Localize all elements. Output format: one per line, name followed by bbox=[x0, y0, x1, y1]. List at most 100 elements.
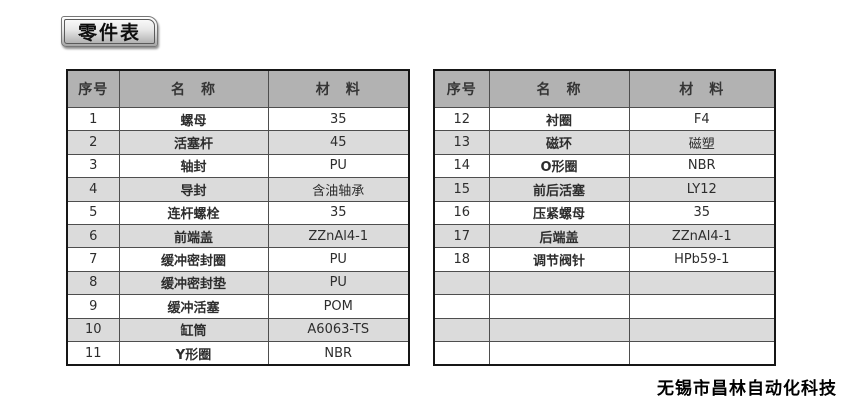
table-row: 18 调节阀针 HPb59-1 bbox=[433, 247, 776, 272]
cell-name bbox=[488, 294, 630, 319]
cell-index: 3 bbox=[66, 153, 120, 179]
cell-material: NBR bbox=[267, 340, 410, 366]
cell-name: 缓冲密封圈 bbox=[118, 247, 269, 272]
table-row: 6 前端盖 ZZnAl4-1 bbox=[66, 223, 410, 249]
table-row: 9 缓冲活塞 POM bbox=[66, 294, 410, 319]
cell-index: 4 bbox=[66, 177, 120, 202]
cell-index bbox=[433, 340, 490, 366]
cell-name: 缓冲密封垫 bbox=[118, 270, 269, 296]
cell-index: 16 bbox=[433, 200, 490, 225]
cell-name: 调节阀针 bbox=[488, 247, 630, 272]
cell-index: 14 bbox=[433, 153, 490, 179]
cell-index: 8 bbox=[66, 270, 120, 296]
cell-index bbox=[433, 294, 490, 319]
table-row: 2 活塞杆 45 bbox=[66, 130, 410, 155]
cell-name: 轴封 bbox=[118, 153, 269, 179]
cell-material: 45 bbox=[267, 130, 410, 155]
table-row: 4 导封 含油轴承 bbox=[66, 177, 410, 202]
cell-material: PU bbox=[267, 270, 410, 296]
column-header-material: 材 料 bbox=[628, 69, 776, 108]
cell-name bbox=[488, 317, 630, 342]
column-header-index: 序号 bbox=[433, 69, 490, 108]
cell-index: 11 bbox=[66, 340, 120, 366]
column-header-name: 名 称 bbox=[118, 69, 269, 108]
cell-material: PU bbox=[267, 153, 410, 179]
table-row-empty bbox=[433, 270, 776, 296]
parts-table-right: 序号 名 称 材 料 12 衬圈 F4 13 磁环 磁塑 14 O形圈 NBR 15 前后活塞… bbox=[433, 69, 776, 367]
table-row: 10 缸筒 A6063-TS bbox=[66, 317, 410, 342]
parts-list-title-plaque: 零件表 bbox=[61, 16, 158, 47]
table-row: 14 O形圈 NBR bbox=[433, 153, 776, 179]
table-row: 15 前后活塞 LY12 bbox=[433, 177, 776, 202]
cell-material bbox=[628, 317, 776, 342]
cell-name bbox=[488, 270, 630, 296]
cell-index bbox=[433, 270, 490, 296]
cell-material bbox=[628, 294, 776, 319]
cell-material: 磁塑 bbox=[628, 130, 776, 155]
table-row: 7 缓冲密封圈 PU bbox=[66, 247, 410, 272]
cell-index bbox=[433, 317, 490, 342]
cell-index: 10 bbox=[66, 317, 120, 342]
column-header-material: 材 料 bbox=[267, 69, 410, 108]
cell-index: 15 bbox=[433, 177, 490, 202]
cell-material: PU bbox=[267, 247, 410, 272]
table-header-row: 序号 名 称 材 料 bbox=[433, 69, 776, 108]
cell-name: 前后活塞 bbox=[488, 177, 630, 202]
cell-material: LY12 bbox=[628, 177, 776, 202]
parts-list-title: 零件表 bbox=[64, 19, 155, 44]
cell-name bbox=[488, 340, 630, 366]
column-header-name: 名 称 bbox=[488, 69, 630, 108]
cell-index: 1 bbox=[66, 106, 120, 132]
cell-material: F4 bbox=[628, 106, 776, 132]
cell-name: 缸筒 bbox=[118, 317, 269, 342]
cell-name: 衬圈 bbox=[488, 106, 630, 132]
cell-material: 含油轴承 bbox=[267, 177, 410, 202]
cell-index: 9 bbox=[66, 294, 120, 319]
cell-name: 后端盖 bbox=[488, 223, 630, 249]
cell-material bbox=[628, 340, 776, 366]
table-header-row: 序号 名 称 材 料 bbox=[66, 69, 410, 108]
cell-material: ZZnAl4-1 bbox=[628, 223, 776, 249]
cell-material bbox=[628, 270, 776, 296]
table-row-empty bbox=[433, 340, 776, 366]
table-row: 16 压紧螺母 35 bbox=[433, 200, 776, 225]
cell-material: A6063-TS bbox=[267, 317, 410, 342]
cell-index: 5 bbox=[66, 200, 120, 225]
cell-index: 18 bbox=[433, 247, 490, 272]
cell-name: 前端盖 bbox=[118, 223, 269, 249]
cell-name: 螺母 bbox=[118, 106, 269, 132]
cell-name: 活塞杆 bbox=[118, 130, 269, 155]
cell-name: 压紧螺母 bbox=[488, 200, 630, 225]
cell-name: Y形圈 bbox=[118, 340, 269, 366]
cell-material: 35 bbox=[628, 200, 776, 225]
table-row: 1 螺母 35 bbox=[66, 106, 410, 132]
company-watermark: 无锡市昌林自动化科技 bbox=[657, 379, 837, 399]
cell-name: 导封 bbox=[118, 177, 269, 202]
cell-material: NBR bbox=[628, 153, 776, 179]
cell-material: 35 bbox=[267, 106, 410, 132]
cell-name: 连杆螺栓 bbox=[118, 200, 269, 225]
cell-name: 磁环 bbox=[488, 130, 630, 155]
table-row: 11 Y形圈 NBR bbox=[66, 340, 410, 366]
cell-index: 7 bbox=[66, 247, 120, 272]
cell-material: HPb59-1 bbox=[628, 247, 776, 272]
cell-index: 13 bbox=[433, 130, 490, 155]
column-header-index: 序号 bbox=[66, 69, 120, 108]
cell-material: POM bbox=[267, 294, 410, 319]
cell-name: O形圈 bbox=[488, 153, 630, 179]
cell-index: 17 bbox=[433, 223, 490, 249]
table-row: 3 轴封 PU bbox=[66, 153, 410, 179]
cell-name: 缓冲活塞 bbox=[118, 294, 269, 319]
table-row-empty bbox=[433, 294, 776, 319]
table-row: 13 磁环 磁塑 bbox=[433, 130, 776, 155]
cell-material: 35 bbox=[267, 200, 410, 225]
cell-material: ZZnAl4-1 bbox=[267, 223, 410, 249]
table-row-empty bbox=[433, 317, 776, 342]
table-row: 8 缓冲密封垫 PU bbox=[66, 270, 410, 296]
table-row: 12 衬圈 F4 bbox=[433, 106, 776, 132]
cell-index: 2 bbox=[66, 130, 120, 155]
cell-index: 12 bbox=[433, 106, 490, 132]
cell-index: 6 bbox=[66, 223, 120, 249]
table-row: 17 后端盖 ZZnAl4-1 bbox=[433, 223, 776, 249]
